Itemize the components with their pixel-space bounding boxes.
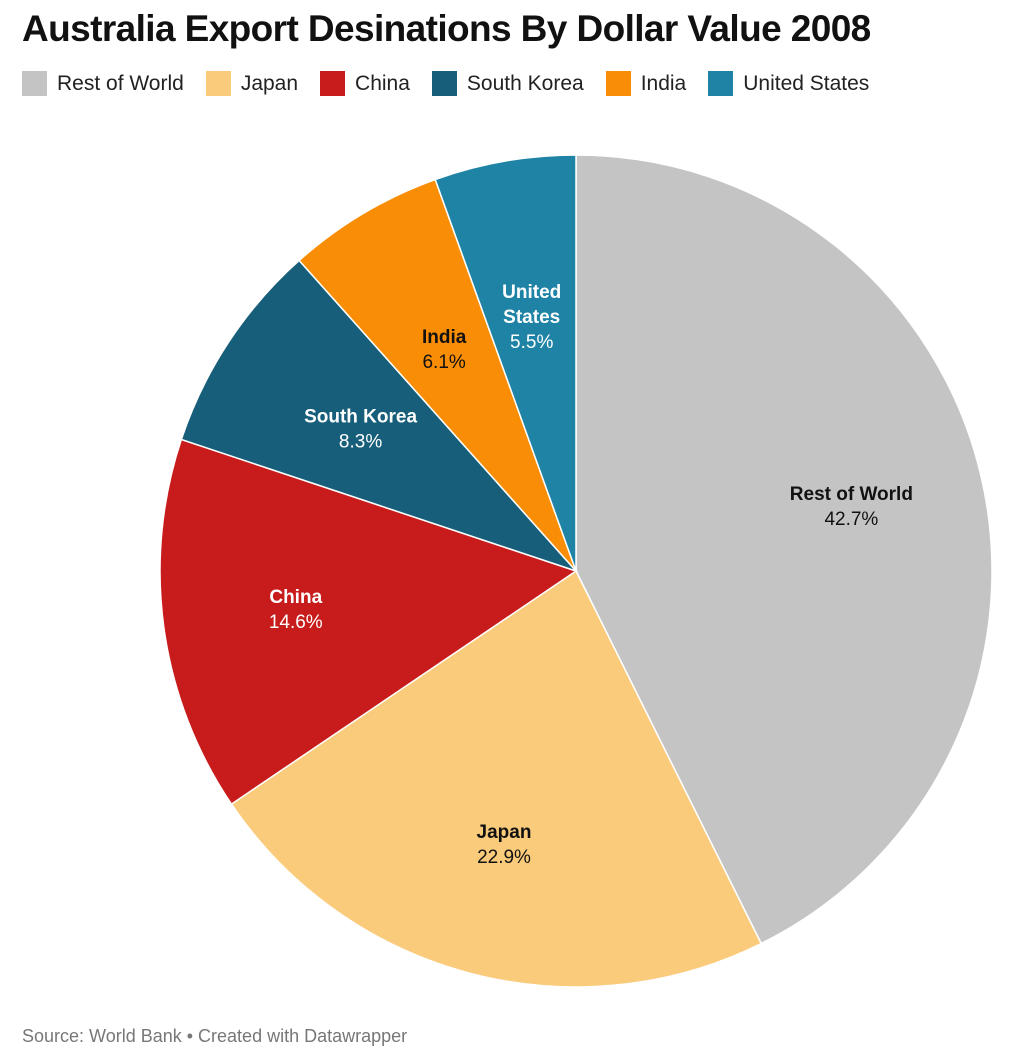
slice-label: Japan: [477, 822, 532, 843]
slice-label: United: [502, 282, 561, 303]
source-note: Source: World Bank • Created with Datawr…: [22, 1026, 408, 1046]
slice-label: States: [503, 307, 560, 328]
legend-label: South Korea: [466, 71, 584, 95]
legend-swatch: [708, 71, 734, 96]
pie-slice-rest-of-world: [575, 154, 993, 945]
legend-item: China: [320, 71, 410, 96]
pie-slice-south-korea: [180, 259, 579, 573]
pie-slice-japan: [230, 569, 763, 988]
slice-value-label: 14.6%: [269, 612, 323, 633]
pie-slice-india: [298, 178, 577, 572]
slice-value-label: 8.3%: [339, 432, 382, 453]
legend-label: Japan: [240, 71, 299, 95]
slice-value-label: 6.1%: [422, 352, 465, 373]
slice-value-label: 42.7%: [824, 509, 878, 530]
legend-item: India: [605, 71, 687, 96]
legend-label: India: [640, 71, 687, 95]
legend-label: China: [355, 71, 410, 95]
legend-label: Rest of World: [57, 71, 184, 95]
slice-label: South Korea: [304, 407, 417, 428]
legend-swatch: [22, 71, 47, 96]
slice-value-label: 22.9%: [477, 847, 531, 868]
pie-slice-united-states: [434, 154, 577, 572]
pie-chart: Rest of World 42.7% Japan 22.9% China 14.6% So…: [159, 154, 993, 988]
slice-label: Rest of World: [790, 484, 913, 505]
legend-label: United States: [743, 71, 870, 95]
slice-value-label: 5.5%: [510, 332, 553, 353]
legend: Rest of World Japan China South Korea India U…: [22, 71, 869, 96]
pie-slice-china: [159, 438, 578, 806]
chart-title: Australia Export Desinations By Dollar V…: [22, 8, 871, 49]
legend-item: South Korea: [431, 71, 584, 96]
legend-swatch: [605, 71, 631, 96]
legend-swatch: [205, 71, 231, 96]
legend-item: Rest of World: [22, 71, 184, 96]
legend-swatch: [431, 71, 457, 96]
slice-label: India: [422, 327, 467, 348]
legend-swatch: [320, 71, 346, 96]
slice-label: China: [269, 587, 322, 608]
legend-item: Japan: [205, 71, 299, 96]
legend-item: United States: [708, 71, 869, 96]
